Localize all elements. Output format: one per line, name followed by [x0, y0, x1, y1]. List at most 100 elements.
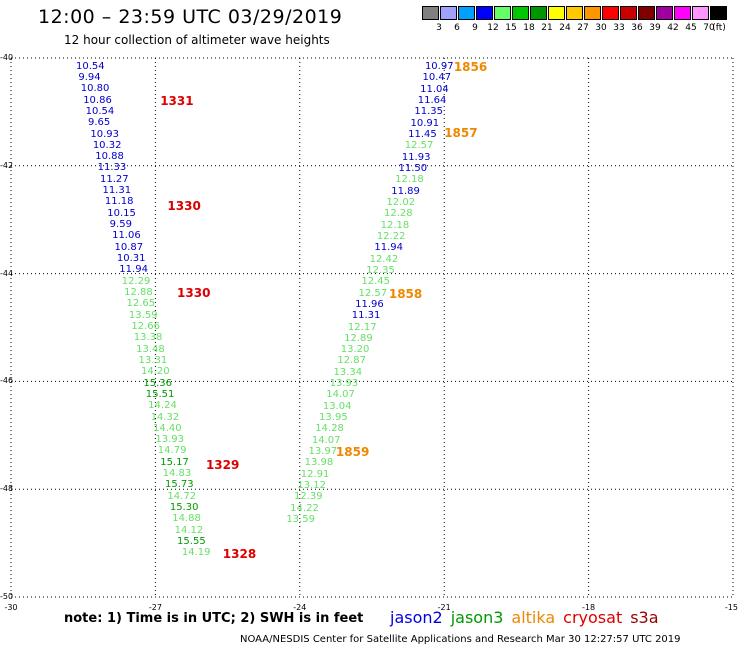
- swh-value-label: 10.93: [90, 128, 120, 140]
- lon-tick-label: -30: [4, 603, 18, 612]
- swh-value-label: 13.04: [322, 400, 352, 412]
- swh-value-label: 11.94: [119, 264, 148, 276]
- swh-value-label: 12.28: [384, 208, 413, 220]
- color-scale-label: 42: [667, 23, 679, 33]
- color-swatch: [494, 6, 511, 20]
- swh-value-label: 15.51: [145, 388, 175, 400]
- color-swatch: [620, 6, 637, 20]
- swh-value-label: 11.94: [374, 242, 404, 254]
- color-scale-label: 30: [595, 23, 607, 33]
- swh-value-label: 10.91: [410, 117, 440, 129]
- lat-tick-label: -46: [0, 376, 14, 386]
- swh-value-label: 14.83: [162, 468, 192, 480]
- swh-value-label: 11.06: [112, 230, 141, 242]
- swh-value-label: 12.45: [361, 276, 391, 288]
- swh-value-label: 10.31: [116, 253, 146, 265]
- swh-value-label: 13.34: [333, 366, 363, 378]
- swh-value-label: 12.42: [369, 253, 399, 265]
- color-swatch: [548, 6, 565, 20]
- swh-value-label: 15.36: [143, 377, 172, 389]
- swh-value-label: 11.93: [401, 151, 431, 163]
- swh-value-label: 12.39: [294, 491, 323, 503]
- legend-item-altika: altika: [511, 608, 556, 627]
- lat-tick-label: -44: [0, 268, 14, 278]
- legend-item-jason2: jason2: [390, 608, 443, 627]
- swh-value-label: 10.54: [85, 105, 115, 117]
- color-swatch: [422, 6, 439, 20]
- swh-value-label: 13.93: [155, 434, 185, 446]
- map-subtitle: 12 hour collection of altimeter wave hei…: [64, 33, 330, 47]
- color-scale-label: 21: [541, 23, 553, 33]
- swh-value-label: 14.40: [152, 422, 182, 434]
- color-swatch: [656, 6, 673, 20]
- swh-value-label: 15.55: [177, 536, 206, 548]
- swh-value-label: 14.12: [174, 524, 204, 536]
- lon-tick-label: -18: [582, 603, 596, 612]
- swh-value-label: 13.20: [340, 344, 370, 356]
- color-swatch: [512, 6, 529, 20]
- legend-item-cryosat: cryosat: [563, 608, 623, 627]
- color-swatch: [458, 6, 475, 20]
- color-scale-label: 3: [436, 23, 442, 33]
- swh-value-label: 12.87: [337, 355, 366, 367]
- color-scale-label: 70: [703, 23, 715, 33]
- swh-value-label: 9.94: [78, 71, 101, 83]
- color-scale-unit: (ft): [712, 23, 726, 33]
- swh-value-label: 11.96: [355, 298, 384, 310]
- swh-value-label: 12.88: [124, 287, 153, 298]
- color-scale-label: 6: [454, 23, 460, 33]
- swh-value-label: 11.31: [102, 185, 132, 197]
- swh-value-label: 13.31: [138, 354, 168, 366]
- swh-value-label: 10.87: [114, 241, 144, 253]
- color-scale-label: 45: [685, 23, 697, 33]
- swh-value-label: 13.93: [329, 378, 359, 390]
- swh-value-label: 15.17: [160, 456, 189, 468]
- swh-value-label: 11.45: [408, 129, 437, 141]
- color-swatch: [710, 6, 727, 20]
- swh-value-label: 12.57: [358, 287, 388, 299]
- legend-item-s3a: s3a: [630, 608, 659, 627]
- swh-value-label: 12.18: [380, 219, 410, 231]
- lon-tick-label: -21: [437, 603, 451, 612]
- lon-tick-label: -15: [724, 603, 738, 612]
- swh-value-label: 13.98: [304, 457, 334, 469]
- swh-value-label: 11.33: [97, 162, 127, 174]
- color-swatch: [530, 6, 547, 20]
- swh-value-label: 12.22: [376, 230, 406, 242]
- color-scale-label: 27: [577, 23, 589, 33]
- footnote: note: 1) Time is in UTC; 2) SWH is in fe…: [64, 611, 364, 626]
- swh-value-label: 13.48: [136, 343, 165, 355]
- swh-value-label: 14.07: [326, 389, 355, 401]
- swh-value-label: 13.97: [308, 446, 338, 457]
- swh-value-label: 14.79: [157, 445, 187, 457]
- lat-tick-label: -48: [0, 484, 14, 494]
- swh-value-label: 14.07: [311, 434, 341, 446]
- swh-value-label: 11.64: [417, 95, 447, 107]
- swh-value-label: 13.59: [128, 309, 158, 321]
- color-swatch: [440, 6, 457, 20]
- credit-footer: NOAA/NESDIS Center for Satellite Applica…: [240, 634, 681, 645]
- orbit-number-label: 1859: [335, 445, 370, 459]
- orbit-number-label: 1856: [453, 60, 488, 75]
- swh-value-label: 12.57: [404, 140, 434, 152]
- lat-tick-label: -42: [0, 160, 14, 170]
- color-scale-label: 12: [487, 23, 499, 33]
- swh-value-label: 12.35: [366, 264, 395, 276]
- color-scale-label: 15: [505, 23, 517, 33]
- swh-value-label: 14.28: [315, 423, 344, 435]
- color-scale-label: 36: [631, 23, 643, 33]
- swh-value-label: 14.20: [140, 366, 170, 378]
- color-scale-label: 24: [559, 23, 571, 33]
- swh-value-label: 12.29: [121, 275, 151, 287]
- swh-value-label: 10.54: [75, 61, 105, 73]
- map-title: 12:00 – 23:59 UTC 03/29/2019: [38, 6, 343, 28]
- swh-value-label: 13.95: [319, 412, 348, 424]
- swh-value-label: 11.89: [391, 185, 420, 197]
- swh-value-label: 11.35: [414, 106, 443, 118]
- swh-value-label: 12.18: [395, 174, 424, 186]
- swh-value-label: 14.24: [148, 400, 177, 412]
- swh-value-label: 12.89: [344, 332, 373, 344]
- swh-value-label: 10.86: [83, 94, 112, 106]
- orbit-number-label: 1858: [388, 286, 423, 301]
